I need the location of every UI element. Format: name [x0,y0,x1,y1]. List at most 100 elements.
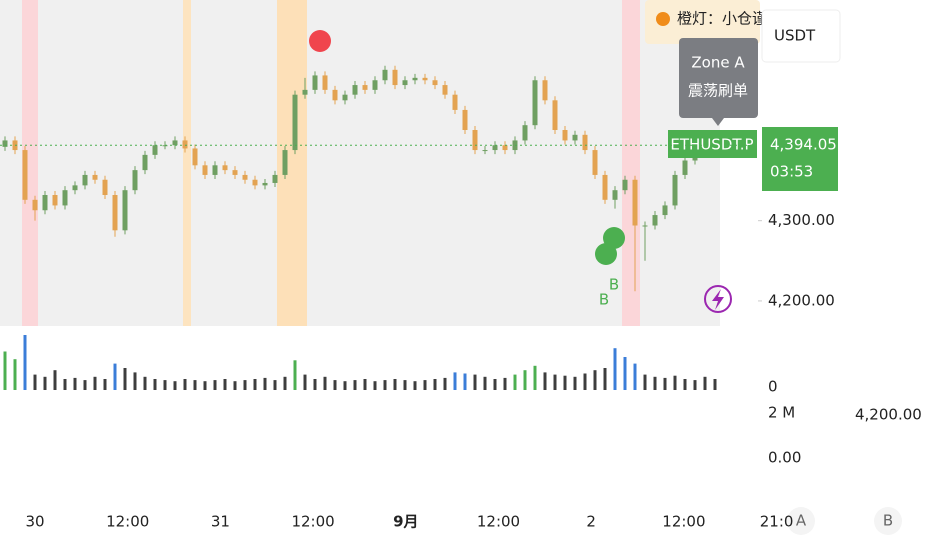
candle-body [342,94,348,101]
candle-body [552,100,558,130]
candle-body [212,165,218,175]
signal-label: B [599,291,609,309]
candle-body [632,179,638,226]
candle-body [22,150,28,200]
volume-bar [503,377,507,390]
candle-body [62,190,68,206]
volume-bar [143,376,147,390]
candle-body [642,225,648,227]
volume-bar [203,381,207,390]
last-price: 4,394.05 [770,136,837,154]
symbol-text: ETHUSDT.P [670,136,753,154]
volume-bar [713,379,717,390]
volume-bar [173,381,177,390]
volume-bar [353,380,357,390]
x-tick-label: 12:00 [106,513,149,531]
button-label: B [883,512,893,530]
button[interactable] [787,507,815,535]
candle-body [372,80,378,90]
candle-body [462,109,468,130]
x-tick-label: 31 [211,513,230,531]
volume-bar [313,379,317,390]
volume-bar [193,380,197,390]
tooltip-arrow [712,118,724,126]
volume-bar [13,359,17,390]
volume-bar [53,370,57,390]
volume-bar [543,372,547,390]
volume-bar [613,348,617,390]
tooltip-title: Zone A [691,54,745,72]
candle-body [492,145,498,151]
volume-bar [593,370,597,390]
volume-bar [283,376,287,390]
candle-body [672,174,678,206]
candle-body [242,174,248,180]
volume-bar [383,380,387,390]
currency: USDT [774,27,816,45]
candle-body [582,134,588,151]
volume-bar [643,374,647,390]
volume-bar [653,376,657,390]
volume-bar [303,374,307,390]
volume-bar [703,376,707,390]
candle-body [152,145,158,155]
candle-body [402,80,408,86]
candle-body [542,80,548,101]
volume-bar [683,379,687,390]
candle-body [592,150,598,175]
candle-body [502,145,508,151]
symbol-tag [668,130,757,158]
volume-bar [73,377,77,390]
candle-body [442,85,448,95]
candle-body [412,77,418,81]
currency-box[interactable] [761,9,841,63]
candle-body [532,80,538,126]
candle-body [182,140,188,149]
red-zone [622,0,640,326]
candle-body [572,134,578,141]
volume-bar [603,368,607,390]
candle-body [562,130,568,141]
volume-bar [103,379,107,390]
volume-bar [663,377,667,390]
candle-body [162,145,168,147]
volume-bar [473,374,477,390]
x-tick-label: 2 [586,513,596,531]
candle-body [222,165,228,171]
volume-bar [583,373,587,390]
volume-bar [373,381,377,390]
volume-bar [183,379,187,390]
volume-axis-label: 0 [768,378,778,396]
candle-body [272,174,278,183]
axis-label: 4,200.00 [855,406,922,424]
volume-bar [153,379,157,390]
orange-zone [183,0,191,326]
button[interactable] [874,507,902,535]
volume-bar [483,376,487,390]
candle-body [302,89,308,95]
candle-body [292,94,298,151]
volume-bar [263,377,267,390]
candle-body [682,160,688,175]
volume-bar [513,374,517,390]
volume-bar [403,380,407,390]
volume-bar [133,372,137,390]
candle-body [602,174,608,200]
orange-zone [277,0,307,326]
x-tick-label: 9月 [393,513,418,531]
volume-bar [293,360,297,390]
legend-box [645,0,760,44]
axis-label: 0.00 [768,449,801,467]
volume-bar [253,379,257,390]
plot-background [0,0,720,326]
candle-body [72,185,78,191]
candle-body [92,174,98,180]
candle-body [422,77,428,81]
volume-bar [393,379,397,390]
legend-dot [656,12,670,26]
volume-bar [83,380,87,390]
lightning-icon[interactable] [704,285,732,313]
candle-body [232,170,238,175]
volume-bar [213,380,217,390]
button-label: A [796,512,807,530]
